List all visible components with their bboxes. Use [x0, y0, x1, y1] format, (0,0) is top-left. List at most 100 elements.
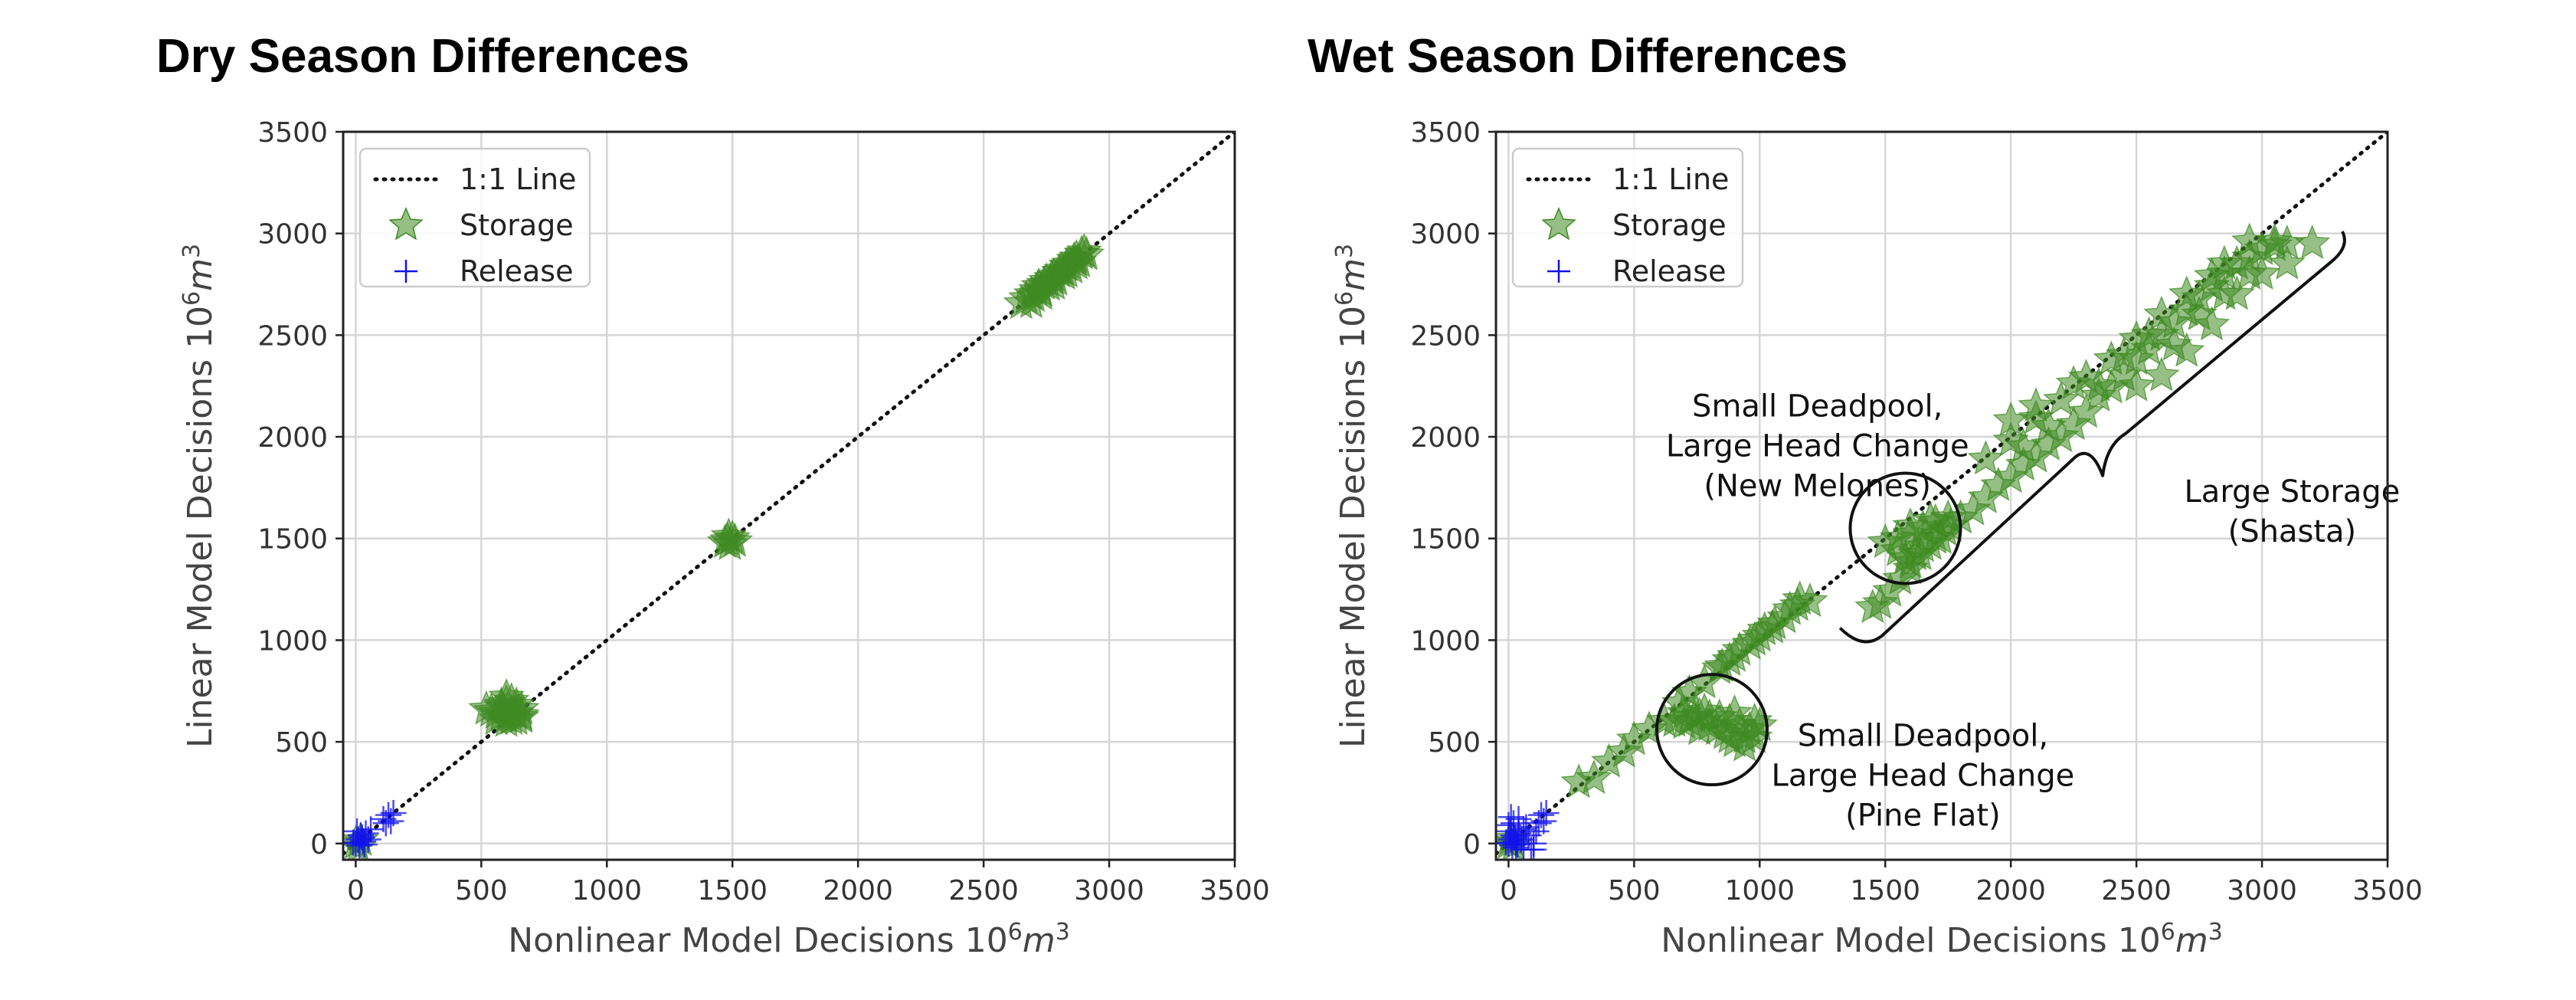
x-axis-label: Nonlinear Model Decisions 106m3: [1661, 919, 2223, 960]
legend-label: 1:1 Line: [460, 162, 576, 196]
y-axis-label: Linear Model Decisions 106m3: [178, 244, 220, 748]
storage-point: [2067, 393, 2105, 428]
annotation-text: Small Deadpool,: [1798, 718, 2048, 753]
legend-box: [1511, 147, 1744, 288]
release-point: [1530, 808, 1557, 834]
annotation-text: (New Melones): [1704, 469, 1931, 504]
release-point: [1528, 802, 1555, 828]
release-point: [1503, 834, 1530, 860]
storage-point: [1892, 549, 1929, 585]
x-tick-label: 2000: [823, 875, 893, 907]
y-tick-label: 2000: [257, 422, 328, 454]
one-to-one-line: [343, 132, 1235, 856]
y-tick-label: 0: [1463, 829, 1481, 861]
one-to-one-line: [1496, 132, 2388, 856]
y-tick-label: 0: [310, 829, 328, 861]
y-tick-label: 1000: [257, 625, 328, 657]
plot-area: [1496, 132, 2388, 860]
release-point: [1496, 829, 1520, 856]
storage-point: [488, 677, 525, 713]
x-tick-label: 500: [455, 875, 508, 907]
storage-point: [2130, 316, 2168, 351]
x-tick-label: 1000: [1724, 875, 1795, 907]
storage-point: [1967, 440, 2005, 475]
storage-point: [2143, 295, 2180, 330]
storage-point: [2231, 254, 2268, 290]
storage-point: [2256, 222, 2293, 257]
annotation-new-melones: Small Deadpool, Large Head Change (New Mel…: [1666, 389, 1969, 585]
y-tick-label: 2000: [1410, 422, 1481, 454]
storage-point: [2206, 244, 2243, 280]
storage-point: [2005, 428, 2042, 463]
legend: 1:1 Line Storage Release: [1511, 147, 1744, 288]
y-tick-label: 3500: [1410, 117, 1481, 149]
storage-point: [1867, 523, 1903, 559]
plot-area: [343, 132, 1235, 860]
storage-point: [2105, 336, 2142, 372]
storage-point: [2181, 295, 2218, 330]
x-tick-label: 500: [1608, 875, 1661, 907]
release-point: [1511, 836, 1537, 860]
y-tick-label: 3500: [257, 117, 328, 149]
annotation-text: Large Head Change: [1666, 429, 1969, 464]
y-tick-label: 1500: [1410, 524, 1481, 556]
release-point: [351, 831, 378, 858]
shasta-brace: [1838, 231, 2346, 644]
wet-chart: Small Deadpool, Large Head Change (New Mel…: [1331, 117, 2423, 960]
annotation-text: Large Head Change: [1772, 758, 2075, 793]
legend-label: Release: [460, 254, 573, 288]
storage-point: [1666, 693, 1703, 730]
storage-point: [1782, 580, 1818, 615]
storage-point: [710, 517, 748, 552]
release-point: [343, 829, 367, 856]
legend-box: [358, 147, 591, 288]
storage-point: [2155, 326, 2193, 361]
dry-chart-title: Dry Season Differences: [156, 30, 690, 83]
x-tick-label: 3000: [2227, 875, 2297, 907]
storage-point: [2206, 275, 2243, 310]
release-point: [370, 805, 397, 832]
storage-point: [2168, 275, 2205, 310]
annotation-text: Small Deadpool,: [1692, 389, 1943, 425]
storage-point: [1927, 511, 1964, 546]
release-point: [355, 826, 381, 853]
new-melones-circle: [1848, 471, 1962, 585]
y-tick-label: 3000: [1410, 219, 1481, 251]
storage-point: [1756, 605, 1793, 640]
storage-point: [2080, 366, 2117, 402]
release-point: [1505, 805, 1532, 832]
plot-frame: [342, 130, 1236, 861]
x-tick-label: 1500: [697, 875, 768, 907]
y-tick-label: 2500: [257, 320, 328, 352]
release-point: [372, 810, 399, 837]
legend-label: Storage: [460, 208, 574, 242]
y-tick-label: 3000: [257, 219, 328, 251]
x-tick-label: 3500: [2352, 875, 2423, 907]
x-tick-label: 2500: [2101, 875, 2172, 907]
storage-point: [1576, 759, 1612, 795]
y-axis-label: Linear Model Decisions 106m3: [1331, 244, 1373, 748]
y-tick-label: 500: [1428, 727, 1481, 759]
storage-point: [2030, 407, 2067, 442]
legend-label: Storage: [1612, 208, 1727, 242]
storage-point: [2143, 356, 2180, 392]
x-tick-label: 1500: [1850, 875, 1920, 907]
release-point: [1497, 804, 1524, 831]
x-tick-label: 3000: [1074, 875, 1144, 907]
legend: 1:1 Line Storage Release: [358, 147, 591, 288]
x-tick-label: 2000: [1975, 875, 2046, 907]
storage-point: [2118, 366, 2155, 402]
storage-point: [1854, 588, 1891, 624]
y-tick-label: 1000: [1410, 625, 1481, 657]
y-tick-label: 500: [275, 727, 328, 759]
storage-point: [2293, 224, 2331, 260]
storage-point: [2043, 381, 2080, 416]
pine-flat-circle: [1655, 673, 1769, 787]
legend-star-swatch: [1541, 207, 1576, 241]
x-tick-label: 1000: [571, 875, 642, 907]
annotation-text: (Shasta): [2228, 514, 2357, 549]
release-point: [380, 799, 407, 826]
x-tick-label: 2500: [948, 875, 1019, 907]
annotation-shasta: Large Storage (Shasta): [1838, 231, 2400, 644]
